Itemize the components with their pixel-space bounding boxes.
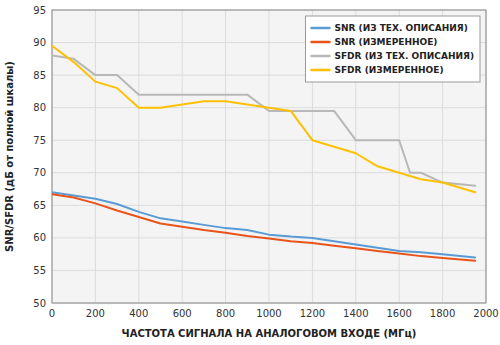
legend-swatch <box>311 69 329 72</box>
y-tick-label: 55 <box>33 265 46 276</box>
x-tick-label: 1000 <box>256 308 281 319</box>
series-line <box>52 194 475 260</box>
y-tick-label: 85 <box>33 70 46 81</box>
y-tick-label: 70 <box>33 167 46 178</box>
x-grid-line <box>225 10 226 303</box>
y-tick-label: 65 <box>33 200 46 211</box>
legend-swatch <box>311 55 329 58</box>
grid <box>52 10 486 303</box>
legend-box <box>305 16 480 82</box>
x-tick-label: 800 <box>216 308 235 319</box>
x-tick-label: 0 <box>49 308 55 319</box>
x-tick-label: 1400 <box>343 308 368 319</box>
y-tick-label: 80 <box>33 102 46 113</box>
legend: SNR (ИЗ ТЕХ. ОПИСАНИЯ) SNR (ИЗМЕРЕННОЕ) SF… <box>305 16 480 82</box>
ticks: 0 200 400 600 800 1000 1200 1400 1600 1800 2000 50 5… <box>33 5 498 320</box>
x-tick-label: 1800 <box>430 308 455 319</box>
series-line <box>52 56 475 186</box>
x-tick-label: 200 <box>86 308 105 319</box>
x-tick-label: 400 <box>129 308 148 319</box>
y-grid-line <box>52 140 486 141</box>
y-axis-label: SNR/SFDR (дБ от полной шкалы) <box>4 61 15 252</box>
plot-frame <box>52 10 486 303</box>
legend-swatch <box>311 41 329 44</box>
y-tick-label: 60 <box>33 232 46 243</box>
series-line <box>52 192 475 257</box>
y-tick-label: 95 <box>33 5 46 16</box>
x-axis-label: ЧАСТОТА СИГНАЛА НА АНАЛОГОВОМ ВХОДЕ (МГц… <box>122 328 417 339</box>
x-tick-label: 2000 <box>473 308 498 319</box>
plot-background <box>52 10 486 303</box>
x-grid-line <box>95 10 96 303</box>
y-tick-label: 90 <box>33 37 46 48</box>
legend-label: SNR (ИЗ ТЕХ. ОПИСАНИЯ) <box>334 23 467 33</box>
legend-label: SFDR (ИЗМЕРЕННОЕ) <box>334 65 443 75</box>
x-grid-line <box>138 10 139 303</box>
chart: 0 200 400 600 800 1000 1200 1400 1600 1800 2000 50 5… <box>0 0 500 345</box>
y-tick-label: 50 <box>33 298 46 309</box>
x-tick-label: 1200 <box>300 308 325 319</box>
legend-label: SFDR (ИЗ ТЕХ. ОПИСАНИЯ) <box>334 51 474 61</box>
x-grid-line <box>269 10 270 303</box>
x-tick-label: 1600 <box>386 308 411 319</box>
x-grid-line <box>182 10 183 303</box>
y-tick-label: 75 <box>33 135 46 146</box>
legend-label: SNR (ИЗМЕРЕННОЕ) <box>334 37 437 47</box>
series-line <box>52 46 475 193</box>
y-grid-line <box>52 270 486 271</box>
legend-swatch <box>311 27 329 30</box>
x-tick-label: 600 <box>173 308 192 319</box>
